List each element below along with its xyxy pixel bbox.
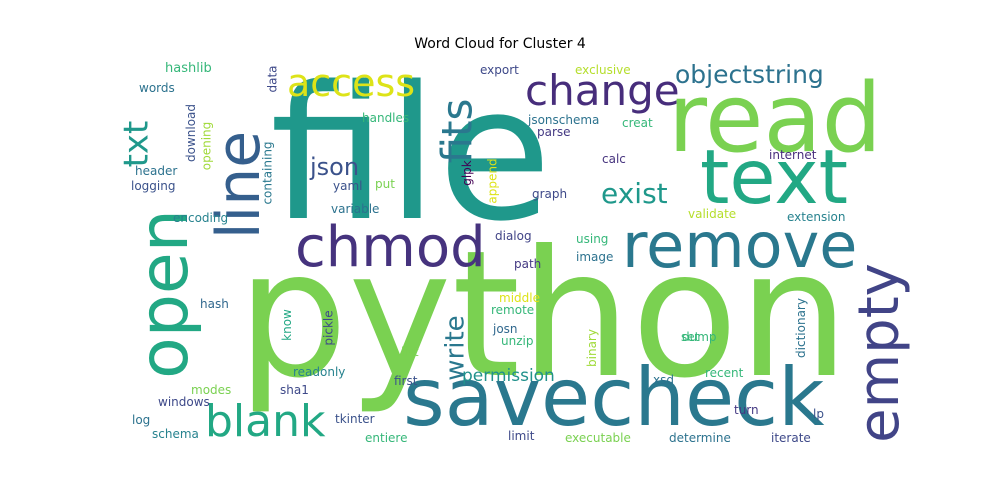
word-list: list: [401, 345, 419, 359]
word-header: header: [135, 164, 178, 178]
word-fits: fits: [432, 98, 482, 164]
word-executable: executable: [565, 431, 631, 445]
word-unzip: unzip: [501, 334, 534, 348]
word-savecheck: savecheck: [403, 351, 825, 444]
word-determine: determine: [669, 431, 731, 445]
word-creat: creat: [622, 116, 653, 130]
word-exist: exist: [601, 177, 668, 210]
word-parse: parse: [537, 125, 571, 139]
word-readonly: readonly: [293, 365, 346, 379]
word-containing: containing: [260, 141, 275, 205]
word-cloud: python file savecheck read text remove c…: [116, 46, 911, 447]
word-exclusive: exclusive: [575, 63, 631, 77]
word-schema: schema: [152, 427, 199, 441]
word-chmod: chmod: [295, 215, 486, 280]
word-data: data: [265, 65, 280, 93]
word-json: json: [310, 153, 360, 181]
word-iterate: iterate: [771, 431, 811, 445]
word-first: first: [394, 374, 418, 388]
word-jsonschema: jsonschema: [528, 113, 600, 127]
word-glpk: glpk: [459, 160, 474, 186]
word-middle: middle: [499, 291, 540, 305]
word-words: words: [139, 81, 175, 95]
word-using: using: [576, 232, 609, 246]
word-sha1: sha1: [280, 383, 309, 397]
word-opening: opening: [199, 121, 214, 171]
word-recent: recent: [705, 366, 744, 380]
word-windows: windows: [158, 395, 210, 409]
word-josn: josn: [493, 322, 518, 336]
word-validate: validate: [688, 207, 737, 221]
word-read: read: [668, 64, 882, 174]
word-dump: dump: [682, 330, 717, 344]
word-hashlib: hashlib: [165, 61, 212, 76]
word-download: download: [184, 103, 199, 163]
word-turn: turn: [734, 403, 759, 417]
word-extension: extension: [787, 210, 846, 224]
word-access: access: [287, 61, 416, 105]
word-file: file: [270, 46, 552, 262]
word-limit: limit: [508, 429, 535, 443]
word-entiere: entiere: [365, 431, 408, 445]
word-modes: modes: [191, 383, 232, 397]
word-set: set: [681, 330, 700, 344]
word-xsd: xsd: [653, 373, 674, 387]
word-blank: blank: [205, 396, 326, 447]
word-know: know: [279, 309, 294, 341]
word-change: change: [525, 66, 680, 115]
word-logging: logging: [131, 179, 176, 193]
word-graph: graph: [532, 187, 568, 201]
word-remove: remove: [622, 209, 858, 282]
word-dialog: dialog: [495, 229, 532, 243]
word-path: path: [514, 257, 542, 271]
word-export: export: [480, 63, 519, 77]
word-image: image: [576, 250, 614, 264]
word-variable: variable: [331, 202, 380, 216]
word-pickle: pickle: [321, 310, 336, 346]
word-calc: calc: [602, 152, 626, 166]
word-yaml: yaml: [333, 179, 363, 193]
word-open: open: [124, 209, 204, 379]
word-tkinter: tkinter: [335, 412, 375, 426]
word-lp: lp: [813, 407, 824, 421]
word-objectstring: objectstring: [675, 60, 824, 89]
word-encoding: encoding: [173, 211, 229, 225]
word-empty: empty: [846, 263, 912, 443]
word-internet: internet: [769, 148, 817, 162]
word-write: write: [440, 315, 471, 381]
word-handles: handles: [362, 111, 410, 125]
word-txt: txt: [116, 120, 157, 168]
word-log: log: [132, 413, 151, 427]
word-python: python: [237, 214, 850, 417]
word-put: put: [375, 177, 395, 191]
word-remote: remote: [491, 303, 535, 317]
chart-title: Word Cloud for Cluster 4: [414, 36, 586, 52]
word-dictionary: dictionary: [793, 298, 808, 358]
word-binary: binary: [584, 329, 599, 367]
word-append: append: [485, 158, 500, 204]
word-text: text: [700, 133, 849, 221]
word-permission: permission: [462, 366, 555, 386]
word-hash: hash: [200, 297, 229, 311]
